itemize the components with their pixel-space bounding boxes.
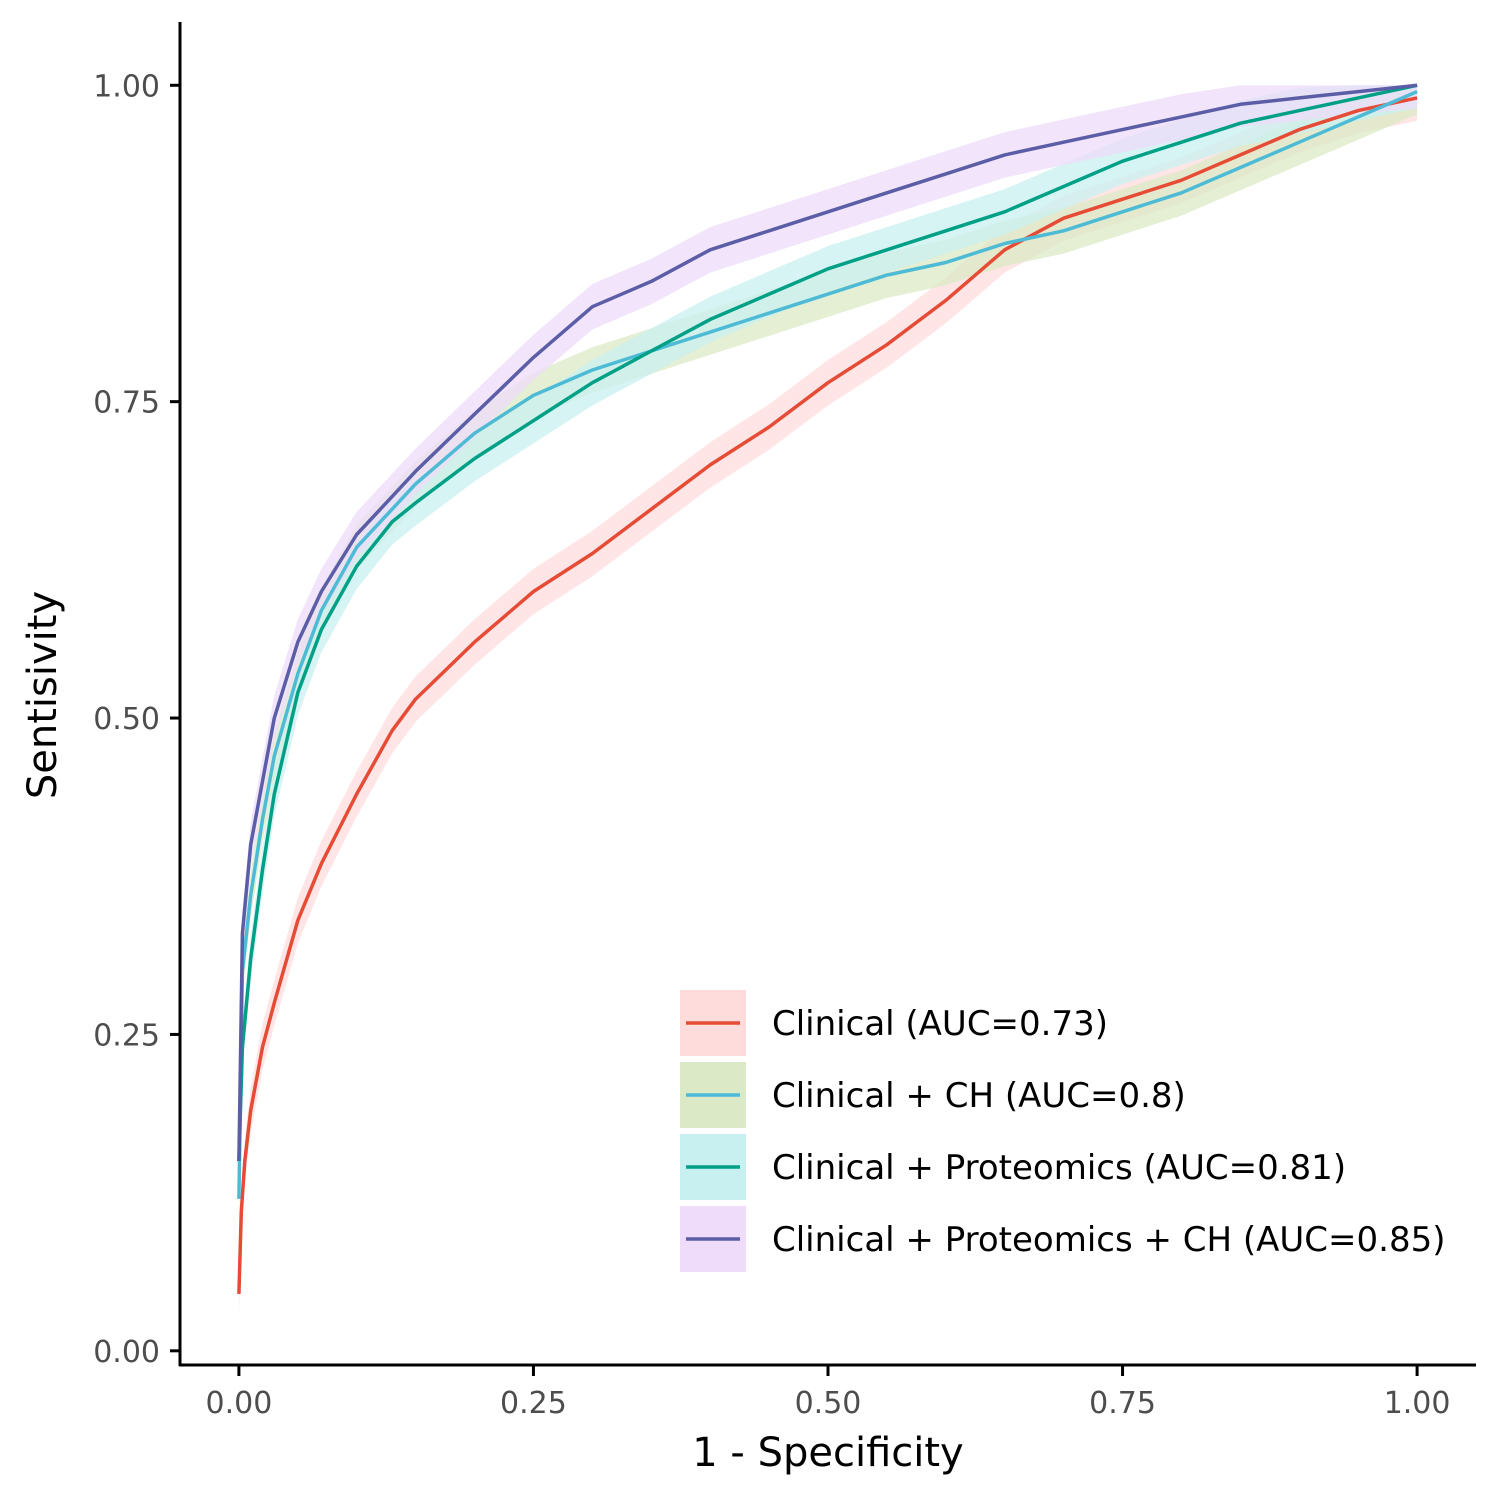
y-tick-label: 1.00 <box>93 69 160 104</box>
x-axis-title: 1 - Specificity <box>692 1430 963 1476</box>
x-tick-label: 1.00 <box>1384 1386 1451 1421</box>
x-tick-label: 0.25 <box>500 1386 567 1421</box>
y-axis-title: Sentisivity <box>20 591 66 799</box>
legend-label: Clinical + Proteomics (AUC=0.81) <box>772 1148 1346 1188</box>
roc-curves <box>237 83 1418 1294</box>
x-tick-label: 0.50 <box>795 1386 862 1421</box>
x-tick-label: 0.00 <box>206 1386 273 1421</box>
y-tick-label: 0.50 <box>93 702 160 737</box>
y-tick-label: 0.25 <box>93 1018 160 1053</box>
x-axis-ticks: 0.00 0.25 0.50 0.75 1.00 <box>206 1366 1451 1421</box>
legend-item-1: Clinical (AUC=0.73) <box>680 990 1108 1056</box>
y-tick-label: 0.00 <box>93 1335 160 1370</box>
legend-label: Clinical + Proteomics + CH (AUC=0.85) <box>772 1220 1446 1260</box>
x-tick-label: 0.75 <box>1089 1386 1156 1421</box>
legend: Clinical (AUC=0.73) Clinical + CH (AUC=0.… <box>680 990 1446 1272</box>
legend-item-2: Clinical + CH (AUC=0.8) <box>680 1062 1186 1128</box>
line-series-4 <box>237 83 1418 1162</box>
line-series-3 <box>237 83 1418 1162</box>
y-axis-ticks: 0.00 0.25 0.50 0.75 1.00 <box>93 69 180 1370</box>
legend-label: Clinical (AUC=0.73) <box>772 1004 1108 1044</box>
band-series-4 <box>238 85 1418 1184</box>
y-tick-label: 0.75 <box>93 386 160 421</box>
legend-label: Clinical + CH (AUC=0.8) <box>772 1076 1186 1116</box>
confidence-bands <box>238 85 1418 1317</box>
line-series-1 <box>237 96 1418 1294</box>
legend-item-3: Clinical + Proteomics (AUC=0.81) <box>680 1134 1346 1200</box>
band-series-2 <box>238 85 1418 1222</box>
legend-item-4: Clinical + Proteomics + CH (AUC=0.85) <box>680 1206 1446 1272</box>
